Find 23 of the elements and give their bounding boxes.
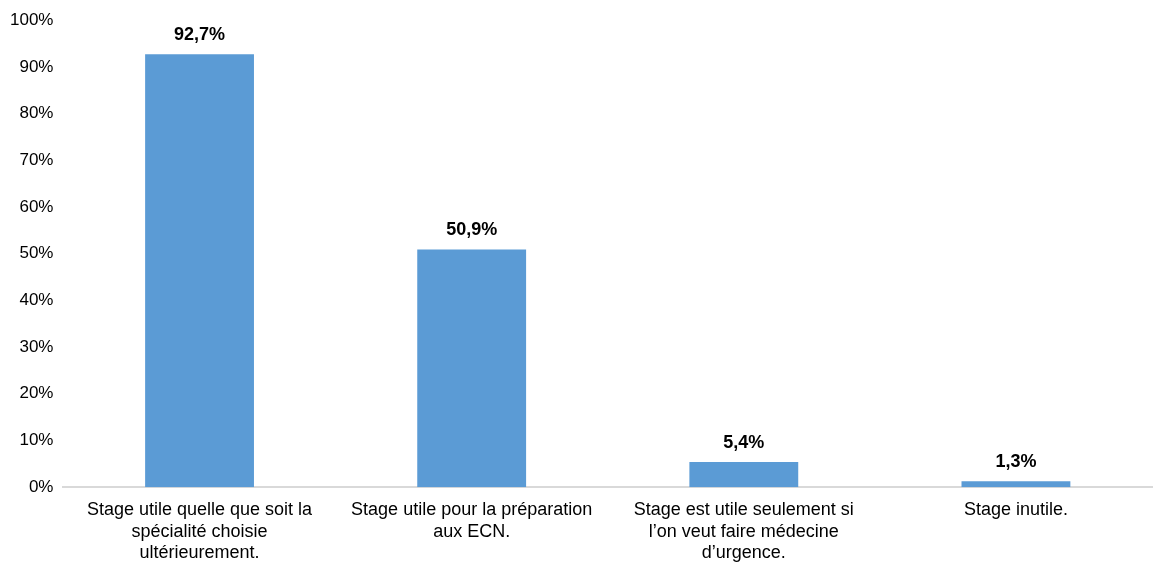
- y-tick-label: 60%: [19, 196, 54, 216]
- bar: [145, 54, 254, 488]
- data-label: 5,4%: [723, 431, 765, 452]
- data-label: 50,9%: [446, 219, 498, 240]
- y-tick-label: 40%: [19, 290, 54, 310]
- y-tick-label: 50%: [19, 243, 54, 263]
- x-tick-label: Stage inutile.: [963, 498, 1068, 519]
- x-tick-label: Stage utile quelle que soit la spécialité choisie ultérieurement.: [86, 498, 314, 563]
- y-tick-label: 80%: [19, 103, 54, 123]
- bar: [961, 481, 1071, 488]
- y-tick-label: 90%: [19, 56, 54, 76]
- y-tick-label: 10%: [19, 430, 54, 450]
- data-label: 92,7%: [174, 24, 226, 45]
- y-tick-label: 30%: [19, 336, 54, 356]
- y-tick-label: 100%: [10, 9, 54, 29]
- x-tick-label: Stage utile pour la préparation aux ECN.: [351, 498, 593, 541]
- bar: [417, 249, 527, 488]
- y-tick-label: 20%: [19, 383, 54, 403]
- bar: [689, 461, 799, 488]
- data-label: 1,3%: [995, 451, 1037, 472]
- y-tick-label: 70%: [19, 149, 54, 169]
- x-tick-label: Stage est utile seulement si l’on veut faire médecine d’urgence.: [633, 498, 854, 563]
- y-tick-label: 0%: [28, 476, 54, 496]
